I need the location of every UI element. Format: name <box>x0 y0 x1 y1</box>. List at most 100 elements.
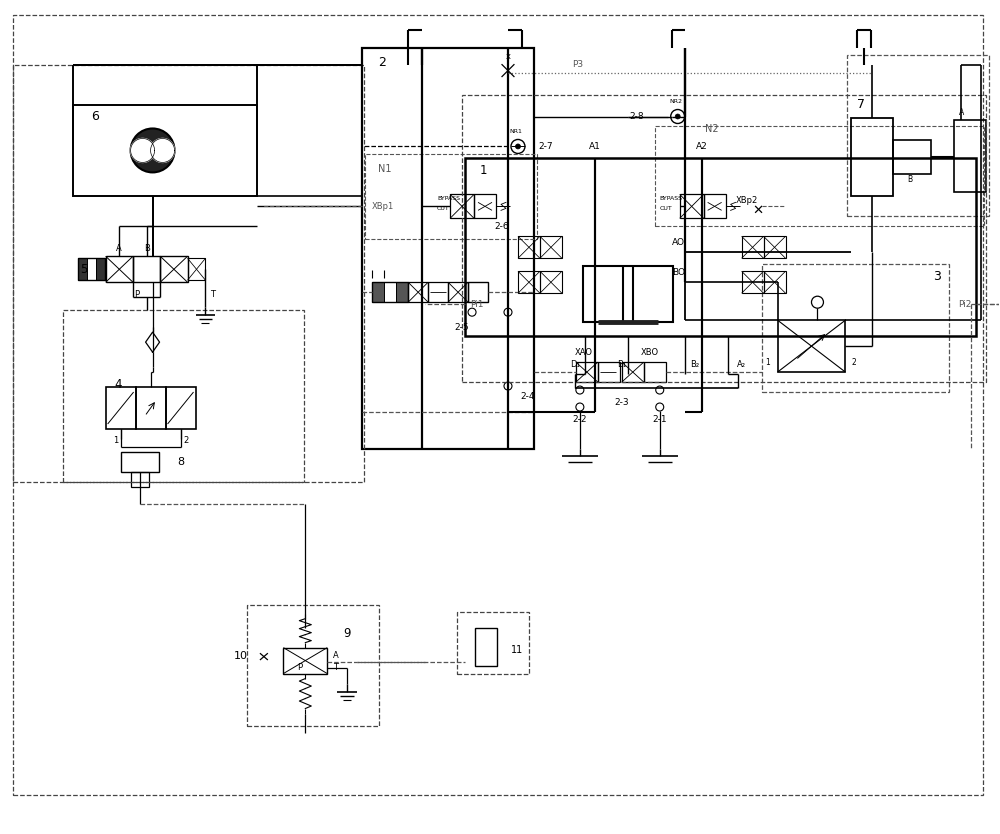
Bar <box>847 54 989 216</box>
Bar <box>87 259 96 280</box>
Bar <box>540 271 562 294</box>
Text: 9: 9 <box>344 627 351 641</box>
Text: A₂: A₂ <box>737 359 746 369</box>
Text: 2-8: 2-8 <box>630 112 644 121</box>
Bar <box>13 64 364 482</box>
Bar <box>540 236 562 259</box>
Text: 2: 2 <box>378 56 386 69</box>
Bar <box>762 264 949 392</box>
Text: A: A <box>116 244 122 253</box>
Text: 5: 5 <box>80 263 87 276</box>
Bar <box>131 472 149 487</box>
Polygon shape <box>151 138 175 163</box>
Bar <box>73 104 257 196</box>
Bar <box>576 362 598 382</box>
Circle shape <box>515 144 520 149</box>
Text: 7: 7 <box>857 98 865 111</box>
Bar <box>106 256 133 282</box>
Bar <box>457 611 529 674</box>
Bar <box>372 282 408 302</box>
Text: XBp2: XBp2 <box>735 196 758 205</box>
Bar <box>408 282 428 302</box>
Text: XBO: XBO <box>641 348 659 357</box>
Bar <box>362 48 534 449</box>
Bar <box>96 259 105 280</box>
Bar <box>136 387 166 429</box>
Text: 6: 6 <box>91 110 99 123</box>
Text: T: T <box>333 663 338 672</box>
Bar <box>450 194 474 219</box>
Text: A: A <box>333 651 339 660</box>
Text: B: B <box>144 244 150 253</box>
Text: NR1: NR1 <box>510 129 522 134</box>
Bar <box>468 282 488 302</box>
Bar <box>680 194 704 219</box>
Bar <box>160 256 188 282</box>
Bar <box>893 140 931 174</box>
Bar <box>465 158 976 336</box>
Text: CUT: CUT <box>437 206 450 211</box>
Bar <box>764 236 786 259</box>
Text: A: A <box>959 108 964 117</box>
Text: A2: A2 <box>696 142 708 151</box>
Text: 2-6: 2-6 <box>495 222 509 231</box>
Text: 2-7: 2-7 <box>538 142 553 151</box>
Text: BYPASS: BYPASS <box>660 196 683 201</box>
Text: BYPASS: BYPASS <box>437 196 460 201</box>
Bar <box>365 154 537 239</box>
Text: P: P <box>134 289 140 299</box>
Text: x: x <box>505 52 510 61</box>
Text: 8: 8 <box>177 457 184 467</box>
Bar <box>598 362 620 382</box>
Bar <box>583 266 673 322</box>
Bar <box>63 310 304 482</box>
Bar <box>428 282 448 302</box>
Text: B: B <box>907 175 912 183</box>
Circle shape <box>675 114 680 119</box>
Bar <box>742 236 764 259</box>
Bar <box>78 259 87 280</box>
Bar <box>704 194 726 219</box>
Text: 1: 1 <box>113 436 118 445</box>
Text: NR2: NR2 <box>669 99 682 104</box>
Bar <box>396 282 408 302</box>
Text: T: T <box>210 289 215 299</box>
Bar <box>851 118 893 196</box>
Text: A1: A1 <box>589 142 601 151</box>
Text: P: P <box>297 663 302 672</box>
Text: B₁: B₁ <box>617 359 626 369</box>
Bar <box>462 94 986 382</box>
Bar <box>106 387 136 429</box>
Text: N1: N1 <box>378 164 392 174</box>
Text: 2-2: 2-2 <box>573 415 587 425</box>
Bar <box>188 259 205 280</box>
Text: 1: 1 <box>480 164 488 177</box>
Text: 2: 2 <box>183 436 188 445</box>
Bar <box>475 628 497 666</box>
Bar <box>121 452 159 472</box>
Text: 1: 1 <box>765 358 770 367</box>
Text: 2: 2 <box>851 358 856 367</box>
Bar <box>742 271 764 294</box>
Bar <box>518 271 540 294</box>
Bar <box>78 259 105 280</box>
Text: P3: P3 <box>572 60 583 69</box>
Bar <box>764 271 786 294</box>
Text: 2-1: 2-1 <box>652 415 667 425</box>
Text: 2-5: 2-5 <box>455 323 469 332</box>
Bar <box>518 236 540 259</box>
Text: 11: 11 <box>511 645 523 655</box>
Bar <box>372 282 384 302</box>
Bar <box>384 282 396 302</box>
Text: CUT: CUT <box>660 206 672 211</box>
Text: 3: 3 <box>933 269 941 283</box>
Bar <box>644 362 666 382</box>
Bar <box>655 127 984 226</box>
Text: XAO: XAO <box>575 348 593 357</box>
Polygon shape <box>131 138 155 163</box>
Text: D₁: D₁ <box>570 359 580 369</box>
Bar <box>133 256 160 282</box>
Text: B₂: B₂ <box>690 359 699 369</box>
Text: N2: N2 <box>705 124 718 134</box>
Text: Pi2: Pi2 <box>958 299 971 309</box>
